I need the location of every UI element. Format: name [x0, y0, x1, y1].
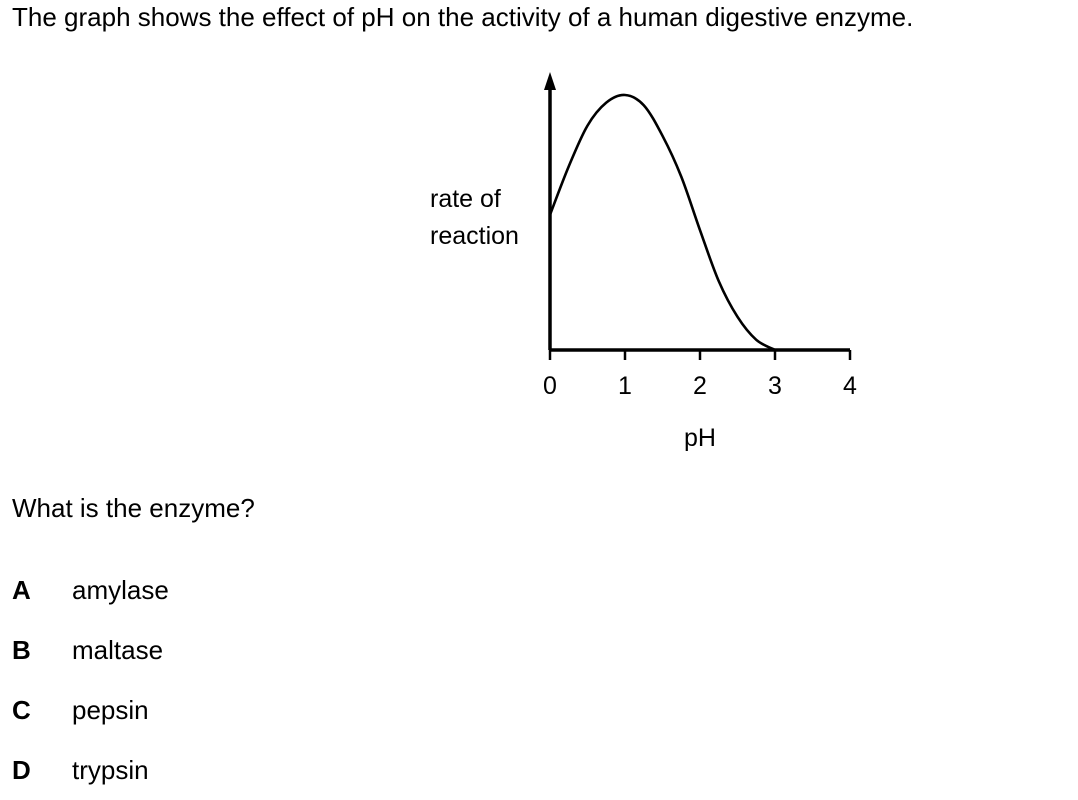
y-axis-label-line-1: rate of: [430, 185, 501, 213]
x-tick-label-4: 4: [843, 372, 857, 400]
x-tick-labels: 0 1 2 3 4: [543, 372, 857, 400]
option-text: maltase: [72, 634, 164, 665]
option-text: pepsin: [72, 694, 149, 725]
chart-axes: [544, 72, 850, 352]
rate-curve: [548, 93, 776, 352]
option-text: trypsin: [72, 754, 149, 785]
x-tick-label-2: 2: [693, 372, 707, 400]
x-tick-label-1: 1: [618, 372, 632, 400]
question-stem: The graph shows the effect of pH on the …: [12, 2, 914, 32]
y-axis-label-line-2: reaction: [430, 222, 519, 250]
y-axis-arrow: [544, 72, 556, 90]
question-prompt: What is the enzyme?: [12, 493, 255, 523]
option-letter: B: [12, 634, 31, 665]
x-tick-label-3: 3: [768, 372, 782, 400]
option-letter: D: [12, 754, 31, 785]
x-axis-label: pH: [684, 424, 716, 452]
x-ticks: [548, 350, 852, 360]
x-tick-label-0: 0: [543, 372, 557, 400]
option-text: amylase: [72, 574, 169, 605]
ph-activity-chart: 0 1 2 3 4 rate of reaction pH: [430, 72, 857, 452]
option-letter: A: [12, 574, 31, 605]
option-letter: C: [12, 694, 31, 725]
